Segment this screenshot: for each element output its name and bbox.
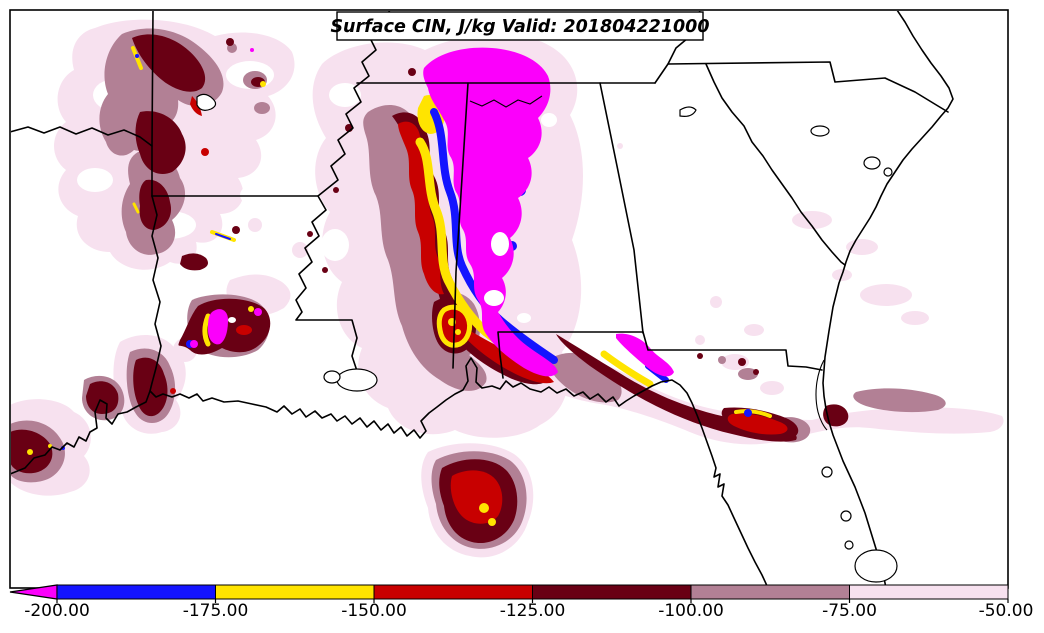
colorbar-tick-label: -175.00	[182, 601, 249, 621]
colorbar-tick-label: -100.00	[658, 601, 724, 621]
colorbar-tick-label: -150.00	[341, 601, 407, 621]
contour-holes-in-band	[228, 113, 557, 323]
colorbar-segment-darkred	[532, 584, 692, 600]
colorbar-tick-marks	[56, 599, 1009, 603]
title-box: Surface CIN, J/kg Valid: 201804221000	[330, 11, 710, 41]
coastline	[11, 11, 954, 587]
colorbar-segment-yellow	[215, 584, 375, 600]
plot-title: Surface CIN, J/kg Valid: 201804221000	[330, 17, 709, 37]
colorbar-extend-arrow	[9, 584, 58, 600]
colorbar-tick-label: -75.00	[822, 601, 877, 621]
contour-layer-magenta	[190, 47, 674, 377]
colorbar	[9, 584, 1009, 603]
colorbar-tick-label: -50.00	[978, 601, 1034, 621]
colorbar-segment-mauve	[690, 584, 850, 600]
title-box-rect	[336, 11, 704, 41]
lakes	[196, 93, 898, 583]
colorbar-segment-blue	[56, 584, 216, 600]
colorbar-tick-label: -125.00	[499, 601, 566, 621]
colorbar-segment-red	[373, 584, 533, 600]
colorbar-tick-label: -200.00	[24, 601, 90, 621]
colorbar-segment-palepink	[849, 584, 1009, 600]
map-area	[11, 11, 1004, 587]
